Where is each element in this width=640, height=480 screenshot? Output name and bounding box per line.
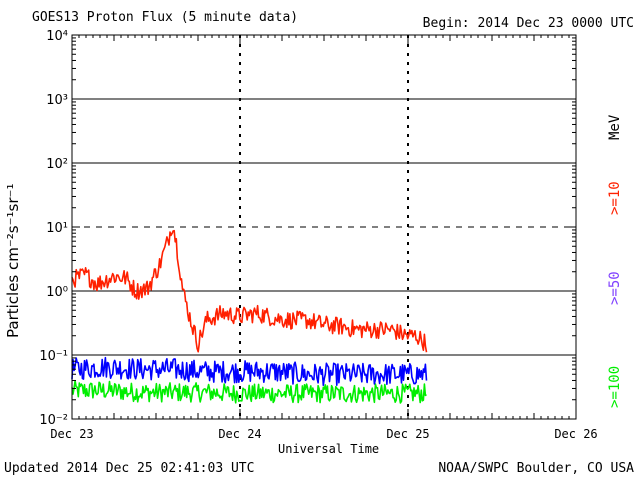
grid-lines — [72, 35, 576, 419]
credit-label: NOAA/SWPC Boulder, CO USA — [438, 461, 634, 476]
x-tick-label: Dec 25 — [386, 427, 429, 441]
series-line-ge50 — [71, 356, 428, 387]
x-axis-label: Universal Time — [278, 442, 380, 456]
y-tick-label: 10¹ — [46, 221, 68, 236]
x-tick-label: Dec 26 — [554, 427, 597, 441]
x-tick-label: Dec 23 — [50, 427, 93, 441]
begin-time: Begin: 2014 Dec 23 0000 UTC — [422, 16, 634, 31]
x-tick-label: Dec 24 — [218, 427, 261, 441]
y-tick-label: 10³ — [46, 93, 68, 108]
updated-timestamp: Updated 2014 Dec 25 02:41:03 UTC — [4, 461, 255, 476]
y-tick-label: 10⁻² — [39, 413, 68, 428]
y-tick-label: 10⁻¹ — [39, 349, 68, 364]
y-tick-label: 10² — [46, 157, 68, 172]
series-layer — [71, 229, 428, 404]
y-tick-label: 10⁴ — [46, 29, 68, 44]
y-tick-label: 10⁰ — [46, 285, 68, 300]
series-line-ge100 — [71, 380, 427, 404]
chart-title: GOES13 Proton Flux (5 minute data) — [32, 10, 299, 25]
series-line-ge10 — [71, 229, 428, 353]
